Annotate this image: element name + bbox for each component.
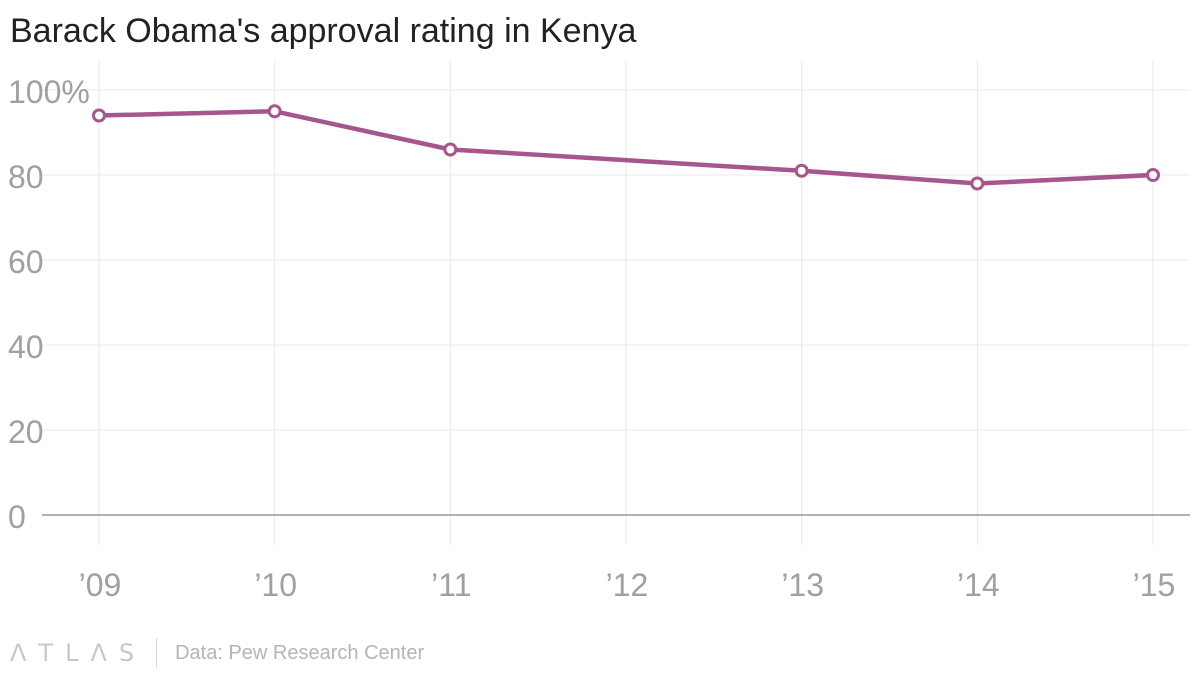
data-point-2010 bbox=[267, 104, 282, 119]
data-point-2014 bbox=[970, 176, 985, 191]
tick-labels: 0 20 40 60 80 100% ’09 ’10 ’11 ’12 ’13 ’14 ’15 bbox=[8, 74, 1175, 603]
atlas-logo: ΛTLΛS bbox=[10, 639, 147, 667]
y-tick-label-1: 20 bbox=[8, 414, 44, 450]
x-tick-label-3: ’12 bbox=[606, 567, 649, 603]
y-tick-label-2: 40 bbox=[8, 329, 44, 365]
y-tick-label-3: 60 bbox=[8, 244, 44, 280]
y-tick-label-5: 100% bbox=[8, 74, 90, 110]
y-tick-label-4: 80 bbox=[8, 159, 44, 195]
data-source: Data: Pew Research Center bbox=[175, 641, 425, 664]
x-tick-label-2: ’11 bbox=[431, 567, 471, 603]
series-approval-rating bbox=[92, 104, 1160, 191]
y-tick-label-0: 0 bbox=[8, 499, 26, 535]
data-point-2015 bbox=[1146, 168, 1160, 182]
x-tick-label-4: ’13 bbox=[781, 567, 824, 603]
footer: ΛTLΛS Data: Pew Research Center bbox=[10, 636, 424, 670]
chart-title: Barack Obama's approval rating in Kenya bbox=[10, 12, 637, 50]
x-tick-label-5: ’14 bbox=[957, 567, 1000, 603]
data-point-2013 bbox=[794, 163, 809, 178]
grid-lines bbox=[42, 60, 1190, 545]
data-point-2011 bbox=[443, 142, 458, 157]
series-line-0 bbox=[96, 109, 1156, 186]
data-point-2009 bbox=[92, 108, 106, 123]
x-tick-label-0: ’09 bbox=[79, 567, 122, 603]
x-tick-label-1: ’10 bbox=[254, 567, 297, 603]
x-tick-label-6: ’15 bbox=[1133, 567, 1176, 603]
footer-divider bbox=[156, 638, 158, 668]
